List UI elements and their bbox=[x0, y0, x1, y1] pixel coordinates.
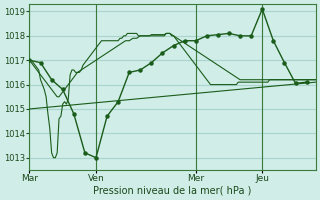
X-axis label: Pression niveau de la mer( hPa ): Pression niveau de la mer( hPa ) bbox=[93, 186, 252, 196]
